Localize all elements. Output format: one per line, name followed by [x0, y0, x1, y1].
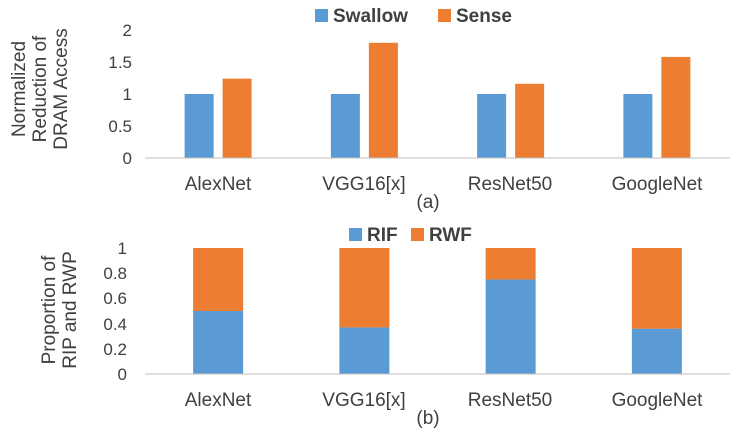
- chart-b-ytick: 1: [118, 239, 127, 258]
- chart-a: Swallow Sense Normalized Reduction of DR…: [9, 6, 730, 213]
- bar-sense: [368, 42, 398, 158]
- bar-swallow: [477, 94, 507, 158]
- chart-a-ytick: 0: [123, 149, 132, 168]
- chart-a-ylabel-line-2: Reduction of: [30, 35, 51, 142]
- chart-a-ylabel: Normalized Reduction of DRAM Access: [9, 28, 72, 149]
- chart-b-ylabel-line-1: Proportion of: [39, 255, 60, 365]
- chart-b-yticks: 0 0.2 0.4 0.6 0.8 1: [103, 239, 127, 384]
- chart-a-category-label: ResNet50: [468, 174, 553, 195]
- chart-a-caption: (a): [416, 192, 439, 213]
- bar-rif: [485, 279, 536, 374]
- chart-b-categories: AlexNet VGG16[x] ResNet50 GoogleNet: [185, 390, 703, 411]
- chart-b-category-label: ResNet50: [468, 390, 553, 411]
- chart-a-ytick: 0.5: [108, 117, 132, 136]
- bar-rif: [631, 328, 682, 374]
- chart-b-bars: [193, 248, 682, 374]
- chart-b-category-label: VGG16[x]: [322, 390, 405, 411]
- chart-b-legend: RIF RWF: [349, 225, 472, 246]
- legend-rwf-label: RWF: [429, 225, 472, 246]
- chart-a-category-label: VGG16[x]: [322, 174, 405, 195]
- chart-b-category-label: GoogleNet: [612, 390, 704, 411]
- chart-a-categories: AlexNet VGG16[x] ResNet50 GoogleNet: [185, 174, 703, 195]
- bar-rwf: [485, 248, 536, 280]
- chart-a-ytick: 1.5: [108, 53, 132, 72]
- legend-swallow-label: Swallow: [333, 6, 408, 27]
- bar-sense: [661, 56, 691, 158]
- chart-b-ytick: 0.2: [103, 340, 127, 359]
- legend-rif-label: RIF: [367, 225, 398, 246]
- chart-a-ytick: 1: [123, 85, 132, 104]
- chart-b-ytick: 0.4: [103, 315, 127, 334]
- chart-b-ylabel: Proportion of RIP and RWP: [39, 251, 81, 369]
- chart-b-ylabel-line-2: RIP and RWP: [60, 251, 81, 369]
- chart-b-ytick: 0: [118, 365, 127, 384]
- bar-rwf: [631, 248, 682, 329]
- chart-a-yticks: 0 0.5 1 1.5 2: [108, 21, 132, 168]
- bar-rwf: [193, 248, 244, 311]
- legend-rif-swatch: [349, 228, 362, 241]
- bar-swallow: [184, 94, 214, 158]
- chart-a-legend: Swallow Sense: [315, 6, 512, 27]
- bar-swallow: [330, 94, 360, 158]
- legend-sense-label: Sense: [456, 6, 512, 27]
- chart-b-caption: (b): [416, 408, 439, 429]
- chart-a-category-label: GoogleNet: [612, 174, 704, 195]
- chart-b-ytick: 0.8: [103, 264, 127, 283]
- chart-a-ylabel-line-1: Normalized: [9, 41, 30, 137]
- chart-a-bars: [184, 42, 691, 158]
- bar-sense: [222, 78, 252, 158]
- bar-rif: [193, 311, 244, 374]
- chart-b: RIF RWF Proportion of RIP and RWP 0 0.2 …: [39, 225, 730, 429]
- bar-rif: [339, 327, 390, 374]
- bar-swallow: [623, 94, 653, 158]
- chart-a-ylabel-line-3: DRAM Access: [51, 28, 72, 149]
- chart-a-category-label: AlexNet: [185, 174, 252, 195]
- chart-a-ytick: 2: [123, 21, 132, 40]
- bar-sense: [515, 83, 545, 158]
- chart-b-ytick: 0.6: [103, 289, 127, 308]
- legend-sense-swatch: [438, 9, 451, 22]
- bar-rwf: [339, 248, 390, 328]
- chart-b-category-label: AlexNet: [185, 390, 252, 411]
- legend-swallow-swatch: [315, 9, 328, 22]
- legend-rwf-swatch: [411, 228, 424, 241]
